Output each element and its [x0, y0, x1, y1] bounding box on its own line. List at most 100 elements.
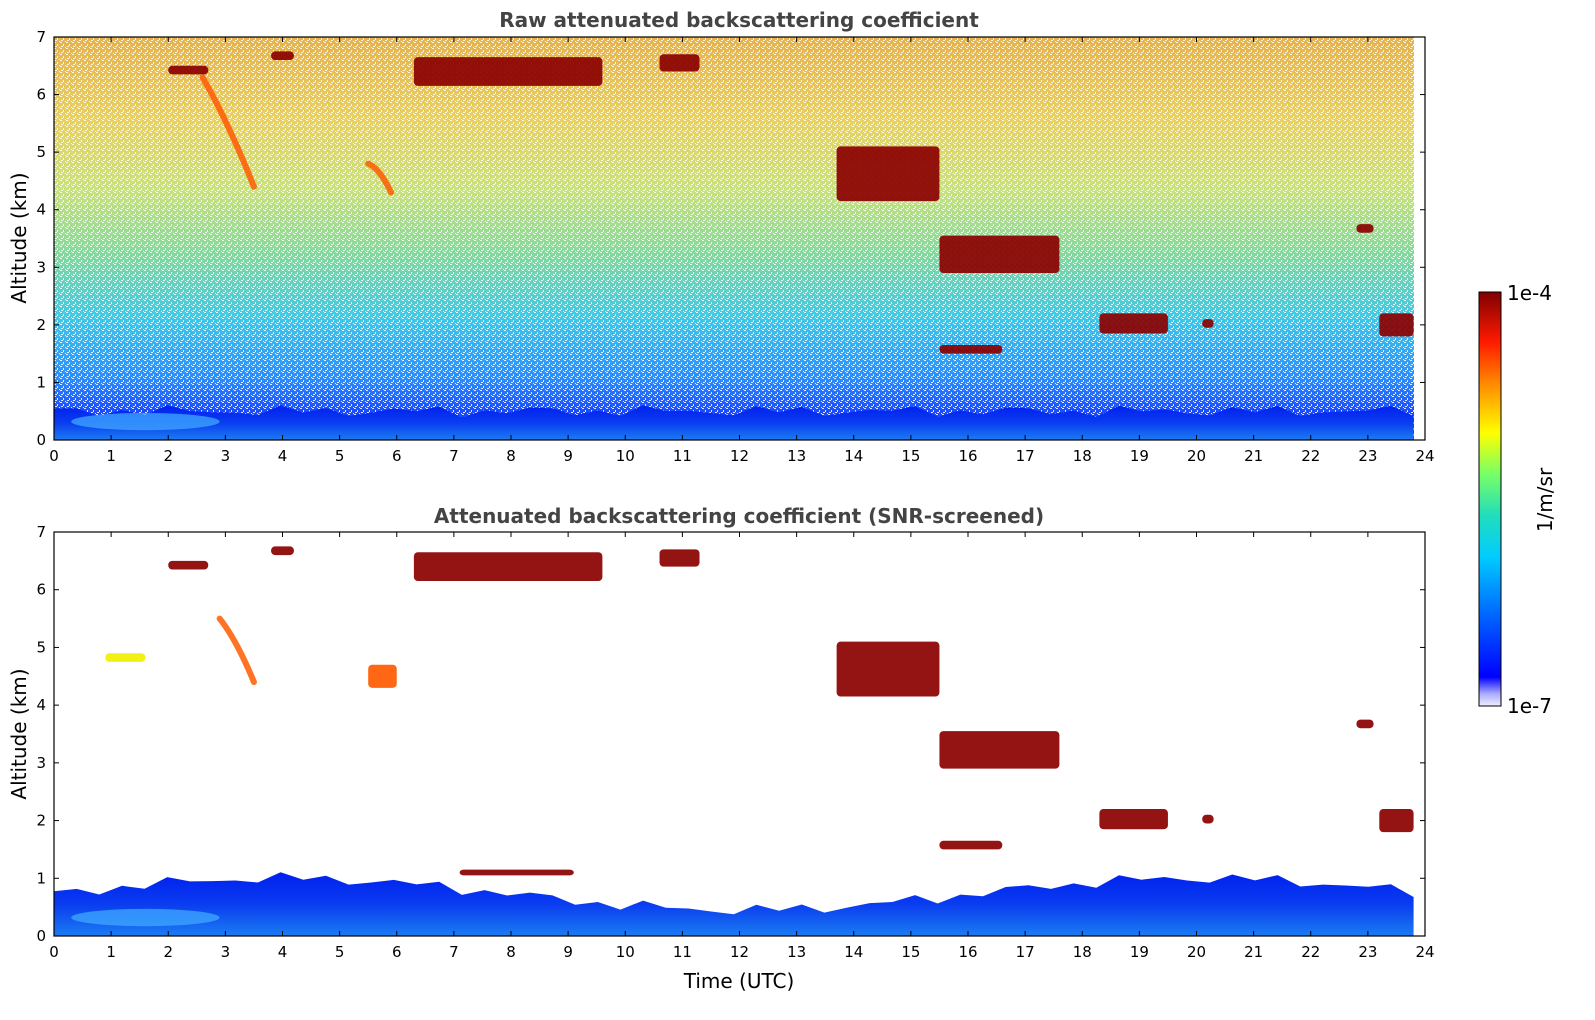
- top-x-axis: 0 1 2 3 4 5 6 7 8 9 10 11 12 13 14 15 16 17 18 19 20 21 22 23 24: [49, 37, 1435, 465]
- top-x-tick-label: 6: [392, 447, 402, 465]
- bottom-cloud: [659, 549, 700, 567]
- top-y-tick-label: 3: [36, 258, 46, 276]
- bottom-y-tick-label: 1: [36, 869, 46, 887]
- bottom-y-axis-label: Altitude (km): [7, 668, 31, 799]
- bottom-x-tick-label: 20: [1187, 943, 1206, 961]
- bottom-cloud: [271, 546, 294, 556]
- top-x-tick-label: 9: [563, 447, 573, 465]
- top-x-tick-label: 16: [958, 447, 977, 465]
- bottom-x-tick-label: 0: [49, 943, 59, 961]
- bottom-cloud: [1379, 809, 1414, 833]
- top-x-tick-label: 7: [449, 447, 459, 465]
- top-plot-area: [54, 37, 1414, 440]
- top-x-tick-label: 15: [901, 447, 920, 465]
- top-x-tick-label: 20: [1187, 447, 1206, 465]
- bottom-cloud: [939, 840, 1003, 850]
- bottom-cloud: [368, 664, 397, 688]
- top-cloud: [413, 57, 603, 86]
- bottom-y-tick-label: 6: [36, 581, 46, 599]
- bottom-features: [54, 546, 1414, 936]
- bottom-x-tick-label: 2: [163, 943, 173, 961]
- top-x-tick-label: 4: [278, 447, 288, 465]
- top-y-tick-label: 5: [36, 143, 46, 161]
- top-cloud: [836, 146, 940, 202]
- bottom-x-tick-label: 13: [787, 943, 806, 961]
- bottom-aerosol-layer: [71, 908, 220, 927]
- top-cloud: [1099, 313, 1168, 334]
- top-y-axis: 0 1 2 3 4 5 6 7: [36, 28, 1425, 449]
- top-y-tick-label: 4: [36, 201, 46, 219]
- top-x-tick-label: 23: [1358, 447, 1377, 465]
- top-cloud: [939, 345, 1003, 354]
- bottom-chart-title: Attenuated backscattering coefficient (S…: [434, 504, 1044, 528]
- bottom-cloud: [939, 731, 1060, 769]
- bottom-x-tick-label: 6: [392, 943, 402, 961]
- top-x-tick-label: 17: [1016, 447, 1035, 465]
- top-x-tick-label: 5: [335, 447, 345, 465]
- top-noise-speckle: [54, 37, 1414, 440]
- bottom-cloud: [168, 560, 209, 570]
- colorbar-gradient: [1478, 291, 1502, 707]
- colorbar-unit-label: 1/m/sr: [1533, 467, 1557, 532]
- bottom-y-axis: 0 1 2 3 4 5 6 7: [36, 523, 1425, 945]
- bottom-x-tick-label: 3: [221, 943, 231, 961]
- top-x-tick-label: 2: [163, 447, 173, 465]
- x-axis-label: Time (UTC): [683, 969, 795, 993]
- bottom-cloud: [105, 653, 146, 662]
- bottom-virga: [216, 615, 257, 686]
- top-x-tick-label: 13: [787, 447, 806, 465]
- top-y-axis-label: Altitude (km): [7, 172, 31, 303]
- bottom-x-tick-label: 22: [1301, 943, 1320, 961]
- top-boundary-layer: [54, 405, 1414, 440]
- bottom-boundary-layer: [54, 872, 1414, 936]
- top-x-tick-label: 10: [616, 447, 635, 465]
- top-cloud: [1202, 319, 1214, 328]
- bottom-cloud: [413, 552, 603, 582]
- bottom-x-tick-label: 23: [1358, 943, 1377, 961]
- top-y-tick-label: 7: [36, 28, 46, 46]
- bottom-x-tick-label: 24: [1415, 943, 1434, 961]
- top-cloud: [1379, 313, 1414, 337]
- bottom-plot-area: [54, 532, 1425, 936]
- bottom-x-axis: 0 1 2 3 4 5 6 7 8 9 10 11 12 13 14 15 16 17 18 19 20 21 22 23 24: [49, 532, 1435, 961]
- top-x-tick-label: 3: [221, 447, 231, 465]
- top-x-tick-label: 12: [730, 447, 749, 465]
- top-features: [54, 51, 1414, 440]
- bottom-x-tick-label: 10: [616, 943, 635, 961]
- top-virga: [365, 160, 395, 196]
- bottom-cloud: [1202, 814, 1214, 824]
- bottom-x-tick-label: 9: [563, 943, 573, 961]
- top-x-tick-label: 22: [1301, 447, 1320, 465]
- top-virga: [199, 74, 257, 190]
- bottom-y-tick-label: 5: [36, 638, 46, 656]
- colorbar-min-label: 1e-7: [1507, 694, 1552, 718]
- bottom-x-tick-label: 17: [1016, 943, 1035, 961]
- top-x-tick-label: 14: [844, 447, 863, 465]
- top-x-tick-label: 1: [106, 447, 116, 465]
- bottom-x-tick-label: 21: [1244, 943, 1263, 961]
- bottom-x-tick-label: 11: [673, 943, 692, 961]
- top-x-tick-label: 11: [673, 447, 692, 465]
- bottom-x-tick-label: 18: [1073, 943, 1092, 961]
- bottom-x-tick-label: 8: [506, 943, 516, 961]
- top-y-tick-label: 0: [36, 431, 46, 449]
- bottom-x-tick-label: 1: [106, 943, 116, 961]
- bottom-x-tick-label: 5: [335, 943, 345, 961]
- top-y-tick-label: 2: [36, 316, 46, 334]
- bottom-x-tick-label: 7: [449, 943, 459, 961]
- top-x-tick-label: 18: [1073, 447, 1092, 465]
- bottom-y-tick-label: 7: [36, 523, 46, 541]
- top-aerosol-layer: [71, 412, 220, 431]
- bottom-y-tick-label: 3: [36, 754, 46, 772]
- top-x-tick-label: 21: [1244, 447, 1263, 465]
- bottom-cloud: [836, 641, 940, 697]
- top-x-tick-label: 8: [506, 447, 516, 465]
- colorbar: 1e-4 1e-7 1/m/sr: [1478, 281, 1557, 718]
- bottom-cloud: [1356, 719, 1374, 729]
- bottom-y-tick-label: 2: [36, 812, 46, 830]
- bottom-x-tick-label: 12: [730, 943, 749, 961]
- top-cloud: [939, 235, 1060, 274]
- bottom-cloud: [459, 869, 574, 876]
- top-x-tick-label: 24: [1415, 447, 1434, 465]
- top-cloud: [271, 51, 294, 61]
